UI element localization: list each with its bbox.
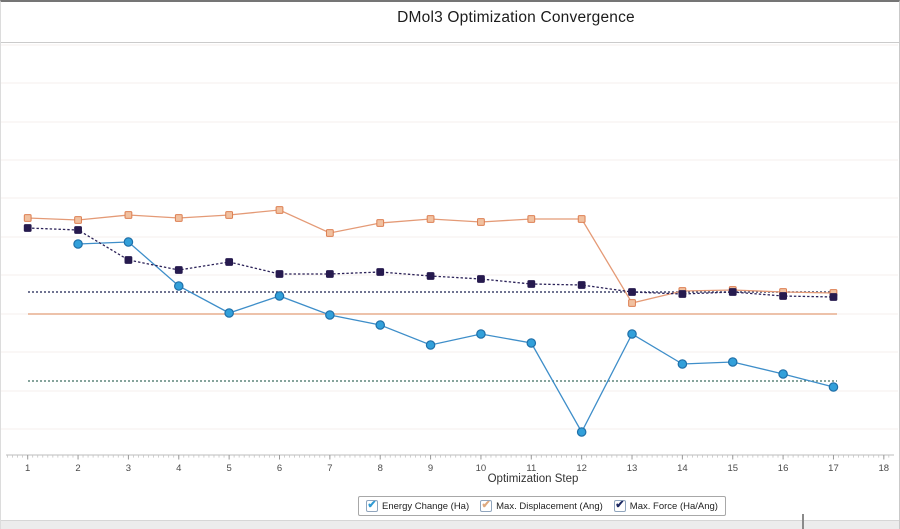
series-energy-change-point xyxy=(677,359,688,369)
x-tick-label: 7 xyxy=(327,463,332,474)
series-max-displacement-line xyxy=(27,209,834,304)
legend-item-max-force: ✔ Max. Force (Ha/Ang) xyxy=(613,498,718,512)
series-energy-change-point xyxy=(425,340,436,350)
x-tick-label: 16 xyxy=(778,463,789,474)
series-max-displacement-point xyxy=(23,214,32,222)
scrollbar-thumb-edge[interactable] xyxy=(802,514,804,529)
series-max-force-point xyxy=(628,288,636,296)
series-max-displacement-point xyxy=(577,215,586,223)
series-max-force-point xyxy=(477,275,485,283)
series-max-force-line xyxy=(27,227,834,298)
series-max-force-point xyxy=(376,268,385,276)
series-max-displacement-point xyxy=(527,215,536,223)
checkmark-icon: ✔ xyxy=(481,498,491,511)
legend-checkbox-max-force[interactable]: ✔ xyxy=(613,498,626,512)
checkmark-icon: ✔ xyxy=(615,498,625,511)
series-max-displacement-point xyxy=(174,214,183,222)
legend-label-energy-change: Energy Change (Ha) xyxy=(382,500,470,512)
series-max-force-point xyxy=(74,226,82,234)
horizontal-scrollbar-track[interactable] xyxy=(1,520,899,529)
series-energy-change-point xyxy=(224,308,234,318)
series-max-force-point xyxy=(225,258,234,266)
series-energy-change-point xyxy=(476,329,486,339)
legend-checkbox-max-displacement[interactable]: ✔ xyxy=(480,498,493,512)
series-energy-change-point xyxy=(325,310,335,320)
legend: ✔ Energy Change (Ha) ✔ Max. Displacement (A… xyxy=(358,496,726,516)
x-tick-label: 15 xyxy=(727,463,738,474)
series-max-force-point xyxy=(527,280,536,288)
series-max-force-point xyxy=(23,224,32,232)
x-tick-label: 13 xyxy=(627,463,638,474)
title-separator xyxy=(1,42,899,43)
series-max-displacement-point xyxy=(74,216,82,224)
series-energy-change-point xyxy=(123,237,134,247)
x-tick-label: 1 xyxy=(25,463,30,474)
legend-label-max-displacement: Max. Displacement (Ang) xyxy=(496,500,603,512)
legend-label-max-force: Max. Force (Ha/Ang) xyxy=(629,500,718,512)
series-max-force-point xyxy=(426,272,435,280)
series-max-displacement-point xyxy=(376,219,385,227)
series-energy-change-line xyxy=(78,241,834,434)
series-max-force-point xyxy=(124,256,133,264)
x-tick-label: 2 xyxy=(75,463,80,474)
x-tick-label: 5 xyxy=(226,463,231,474)
series-max-force-point xyxy=(728,288,737,296)
x-tick-label: 14 xyxy=(677,463,688,474)
x-axis-label: Optimization Step xyxy=(487,473,579,485)
series-max-force-point xyxy=(577,281,586,289)
series-max-displacement-point xyxy=(426,215,435,223)
checkmark-icon: ✔ xyxy=(367,498,377,511)
x-tick-label: 4 xyxy=(176,463,181,474)
series-max-force-point xyxy=(275,270,284,278)
series-max-displacement-point xyxy=(325,229,334,237)
x-tick-label: 18 xyxy=(879,463,890,474)
series-max-displacement-point xyxy=(225,211,234,219)
series-max-displacement-point xyxy=(628,299,636,307)
series-energy-change-point xyxy=(173,281,184,291)
series-max-displacement-point xyxy=(275,206,284,214)
x-tick-label: 8 xyxy=(378,463,383,474)
series-energy-change-point xyxy=(576,427,587,437)
legend-checkbox-energy-change[interactable]: ✔ xyxy=(366,498,378,512)
series-max-displacement-point xyxy=(124,211,133,219)
x-tick-label: 12 xyxy=(576,463,587,474)
series-energy-change-point xyxy=(727,357,738,367)
series-max-force-point xyxy=(678,290,687,298)
series-energy-change-point xyxy=(778,369,788,379)
series-energy-change-point xyxy=(828,382,839,392)
x-tick-label: 3 xyxy=(126,463,131,474)
legend-item-max-displacement: ✔ Max. Displacement (Ang) xyxy=(480,498,603,512)
series-energy-change-point xyxy=(526,338,537,348)
x-tick-label: 6 xyxy=(277,463,282,474)
series-energy-change-point xyxy=(73,239,83,249)
series-max-displacement-point xyxy=(477,218,485,226)
x-tick-label: 9 xyxy=(428,463,433,474)
chart-title: DMol3 Optimization Convergence xyxy=(397,9,635,26)
x-tick-label: 11 xyxy=(526,463,536,474)
x-tick-label: 10 xyxy=(476,463,487,474)
series-max-force-point xyxy=(325,270,334,278)
series-energy-change-point xyxy=(627,329,637,339)
series-max-force-point xyxy=(779,292,788,300)
series-energy-change-point xyxy=(375,320,386,330)
x-tick-label: 17 xyxy=(828,463,839,474)
legend-item-energy-change: ✔ Energy Change (Ha) xyxy=(366,498,470,512)
series-max-force-point xyxy=(174,266,183,274)
series-energy-change-point xyxy=(274,291,285,301)
series-max-force-point xyxy=(829,293,838,301)
